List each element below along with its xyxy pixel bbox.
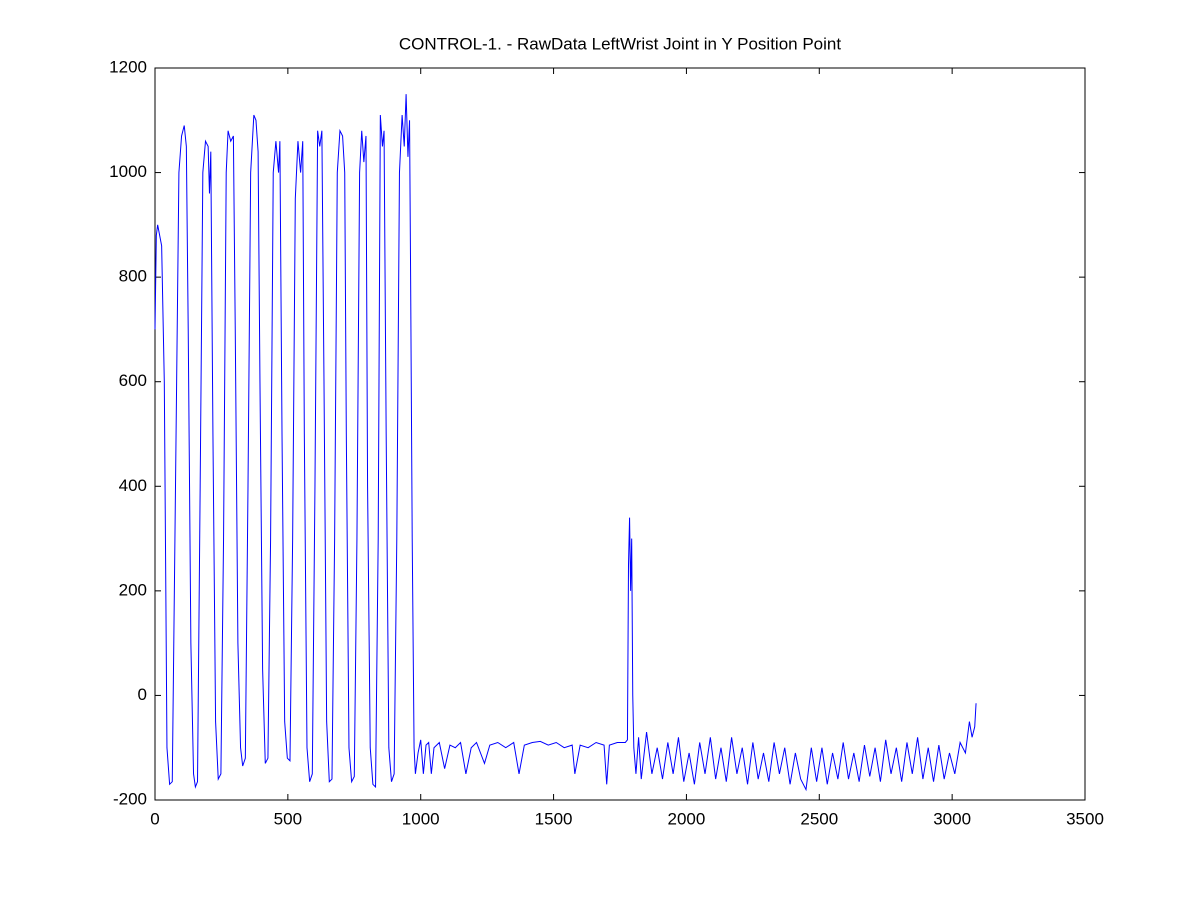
x-tick-label: 1000 [402, 809, 440, 828]
chart-title: CONTROL-1. - RawData LeftWrist Joint in … [399, 34, 841, 53]
data-line [154, 94, 977, 792]
x-tick-label: 3000 [933, 809, 971, 828]
y-tick-label: 800 [119, 267, 147, 286]
axes-box [154, 67, 1086, 801]
x-tick-label: 2500 [800, 809, 838, 828]
y-tick-label: 1000 [109, 162, 147, 181]
y-tick-label: 1200 [109, 57, 147, 76]
y-tick-label: -200 [113, 789, 147, 808]
x-tick-label: 2000 [668, 809, 706, 828]
y-tick-label: 400 [119, 476, 147, 495]
y-tick-label: 600 [119, 371, 147, 390]
x-tick-label: 500 [274, 809, 302, 828]
x-tick-label: 0 [150, 809, 159, 828]
y-tick-label: 200 [119, 580, 147, 599]
x-tick-label: 1500 [535, 809, 573, 828]
y-tick-label: 0 [138, 685, 147, 704]
x-tick-label: 3500 [1066, 809, 1104, 828]
